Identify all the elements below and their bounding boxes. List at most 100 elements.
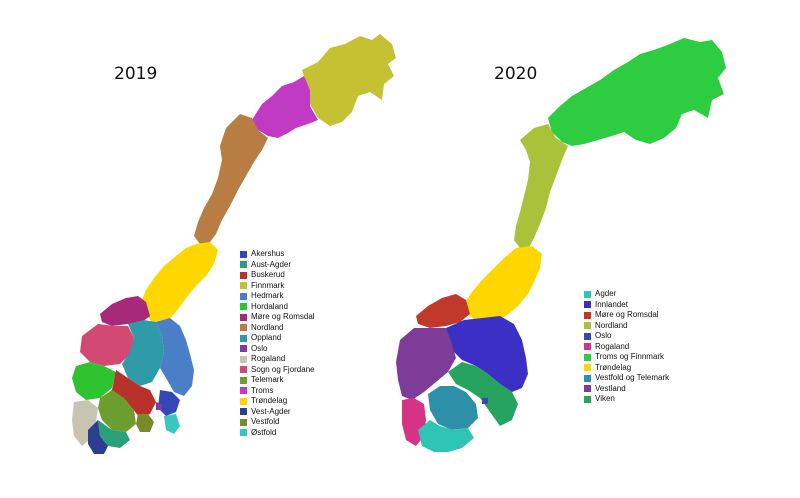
legend-label: Trøndelag xyxy=(595,362,632,372)
legend-label: Østfold xyxy=(251,427,277,437)
legend-label: Telemark xyxy=(251,375,284,384)
legend-swatch xyxy=(584,385,591,393)
legend-label: Hordaland xyxy=(251,301,288,311)
legend-label: Aust-Agder xyxy=(251,259,292,269)
region-2019-oppland xyxy=(122,320,164,386)
legend-item: Vestfold og Telemark xyxy=(584,373,669,384)
legend-swatch xyxy=(240,313,247,321)
legend-item: Troms og Finnmark xyxy=(584,352,669,363)
legend-item: Rogaland xyxy=(240,354,315,365)
legend-label: Rogaland xyxy=(251,354,286,363)
legend-label: Viken xyxy=(595,394,615,403)
region-2020-trondelag xyxy=(464,246,542,324)
legend-item: Telemark xyxy=(240,375,315,386)
legend-label: Oslo xyxy=(251,343,268,353)
region-2019-aust-agder xyxy=(98,420,130,448)
region-2019-oslo xyxy=(156,402,162,410)
region-2019-hordaland xyxy=(72,362,116,400)
legend-label: Oppland xyxy=(251,333,282,342)
legend-label: Sogn og Fjordane xyxy=(251,364,315,374)
legend-label: Vest-Agder xyxy=(251,406,291,416)
region-2019-sogn xyxy=(80,324,134,366)
legend-swatch xyxy=(584,343,591,351)
legend-label: Troms og Finnmark xyxy=(595,352,665,361)
legend-swatch xyxy=(240,366,247,374)
legend-swatch xyxy=(240,429,247,437)
legend-item: Østfold xyxy=(240,428,315,439)
legend-item: Akershus xyxy=(240,249,315,260)
region-2020-vestfold-telemark xyxy=(428,386,478,430)
legend-swatch xyxy=(240,345,247,353)
region-2020-troms-finnmark xyxy=(548,38,726,146)
region-2019-ostfold xyxy=(164,414,180,434)
region-2019-telemark xyxy=(98,390,136,432)
region-2019-troms xyxy=(252,76,318,138)
legend-swatch xyxy=(584,395,591,403)
legend-label: Oslo xyxy=(595,331,612,340)
map-title-2019: 2019 xyxy=(114,64,158,84)
region-2020-agder xyxy=(418,420,474,452)
legend-swatch xyxy=(240,387,247,395)
legend-swatch xyxy=(584,332,591,340)
legend-swatch xyxy=(584,322,591,330)
legend-label: Møre og Romsdal xyxy=(595,310,659,319)
legend-swatch xyxy=(240,303,247,311)
legend-swatch xyxy=(584,364,591,372)
region-2020-vestland xyxy=(396,328,456,400)
legend-label: Vestfold og Telemark xyxy=(595,373,670,382)
legend-item: Hedmark xyxy=(240,291,315,302)
legend-item: Troms xyxy=(240,386,315,397)
region-2020-nordland xyxy=(514,124,568,248)
legend-label: Finnmark xyxy=(251,280,285,290)
legend-swatch xyxy=(240,271,247,279)
legend-swatch xyxy=(240,334,247,342)
region-2019-vestfold xyxy=(136,414,154,432)
legend-swatch xyxy=(240,397,247,405)
legend-label: Trøndelag xyxy=(251,396,288,405)
region-2020-more xyxy=(416,294,470,328)
legend-label: Troms xyxy=(251,385,274,395)
map-2020 xyxy=(396,38,726,452)
region-2020-oslo xyxy=(482,398,488,404)
legend-label: Akershus xyxy=(251,249,285,258)
legend-swatch xyxy=(240,282,247,290)
legend-item: Trøndelag xyxy=(584,363,669,374)
legend-item: Agder xyxy=(584,289,669,300)
legend-item: Aust-Agder xyxy=(240,260,315,271)
legend-item: Vestland xyxy=(584,384,669,395)
legend-label: Agder xyxy=(595,289,617,298)
legend-item: Trøndelag xyxy=(240,396,315,407)
legend-item: Finnmark xyxy=(240,281,315,292)
region-2019-buskerud xyxy=(112,370,156,418)
legend-swatch xyxy=(240,292,247,300)
legend-swatch xyxy=(584,374,591,382)
legend-item: Hordaland xyxy=(240,302,315,313)
legend-swatch xyxy=(240,376,247,384)
legend-label: Vestfold xyxy=(251,417,280,426)
legend-label: Vestland xyxy=(595,383,626,393)
legend-item: Sogn og Fjordane xyxy=(240,365,315,376)
legend-item: Buskerud xyxy=(240,270,315,281)
region-2020-viken xyxy=(448,362,518,426)
legend-swatch xyxy=(240,250,247,258)
region-2019-more xyxy=(100,296,150,326)
legend-item: Møre og Romsdal xyxy=(240,312,315,323)
legend-swatch xyxy=(584,290,591,298)
legend-item: Oppland xyxy=(240,333,315,344)
legend-swatch xyxy=(240,261,247,269)
legend-label: Møre og Romsdal xyxy=(251,312,315,321)
legend-swatch xyxy=(240,355,247,363)
map-title-2020: 2020 xyxy=(494,64,538,84)
legend-label: Hedmark xyxy=(251,291,284,300)
legend-item: Innlandet xyxy=(584,300,669,311)
legend-label: Innlandet xyxy=(595,299,628,309)
legend-swatch xyxy=(240,408,247,416)
region-2019-nordland xyxy=(194,114,268,244)
map-2019 xyxy=(72,34,396,454)
legend-label: Buskerud xyxy=(251,270,285,279)
region-2019-trondelag xyxy=(140,242,218,324)
region-2019-akershus xyxy=(158,390,180,416)
region-2019-vest-agder xyxy=(88,420,108,454)
legend-item: Oslo xyxy=(584,331,669,342)
legend-swatch xyxy=(584,301,591,309)
